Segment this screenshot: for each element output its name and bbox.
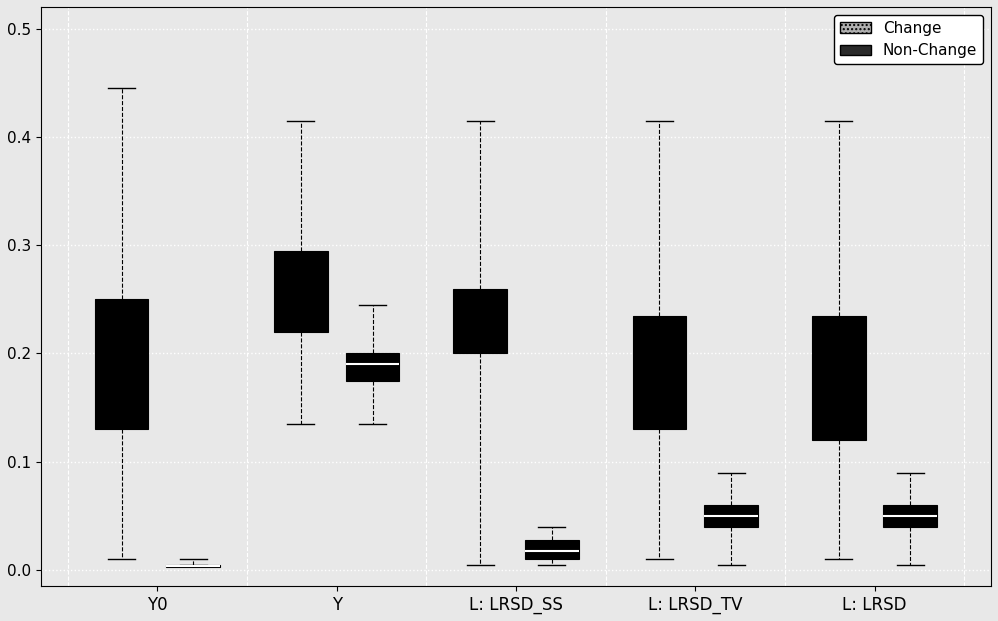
PathPatch shape (811, 315, 865, 440)
PathPatch shape (883, 505, 937, 527)
Legend: Change, Non-Change: Change, Non-Change (834, 14, 983, 65)
PathPatch shape (345, 353, 399, 381)
PathPatch shape (274, 251, 327, 332)
PathPatch shape (705, 505, 758, 527)
PathPatch shape (95, 299, 149, 429)
PathPatch shape (525, 540, 579, 560)
PathPatch shape (453, 289, 507, 353)
PathPatch shape (167, 564, 221, 567)
PathPatch shape (633, 315, 687, 429)
